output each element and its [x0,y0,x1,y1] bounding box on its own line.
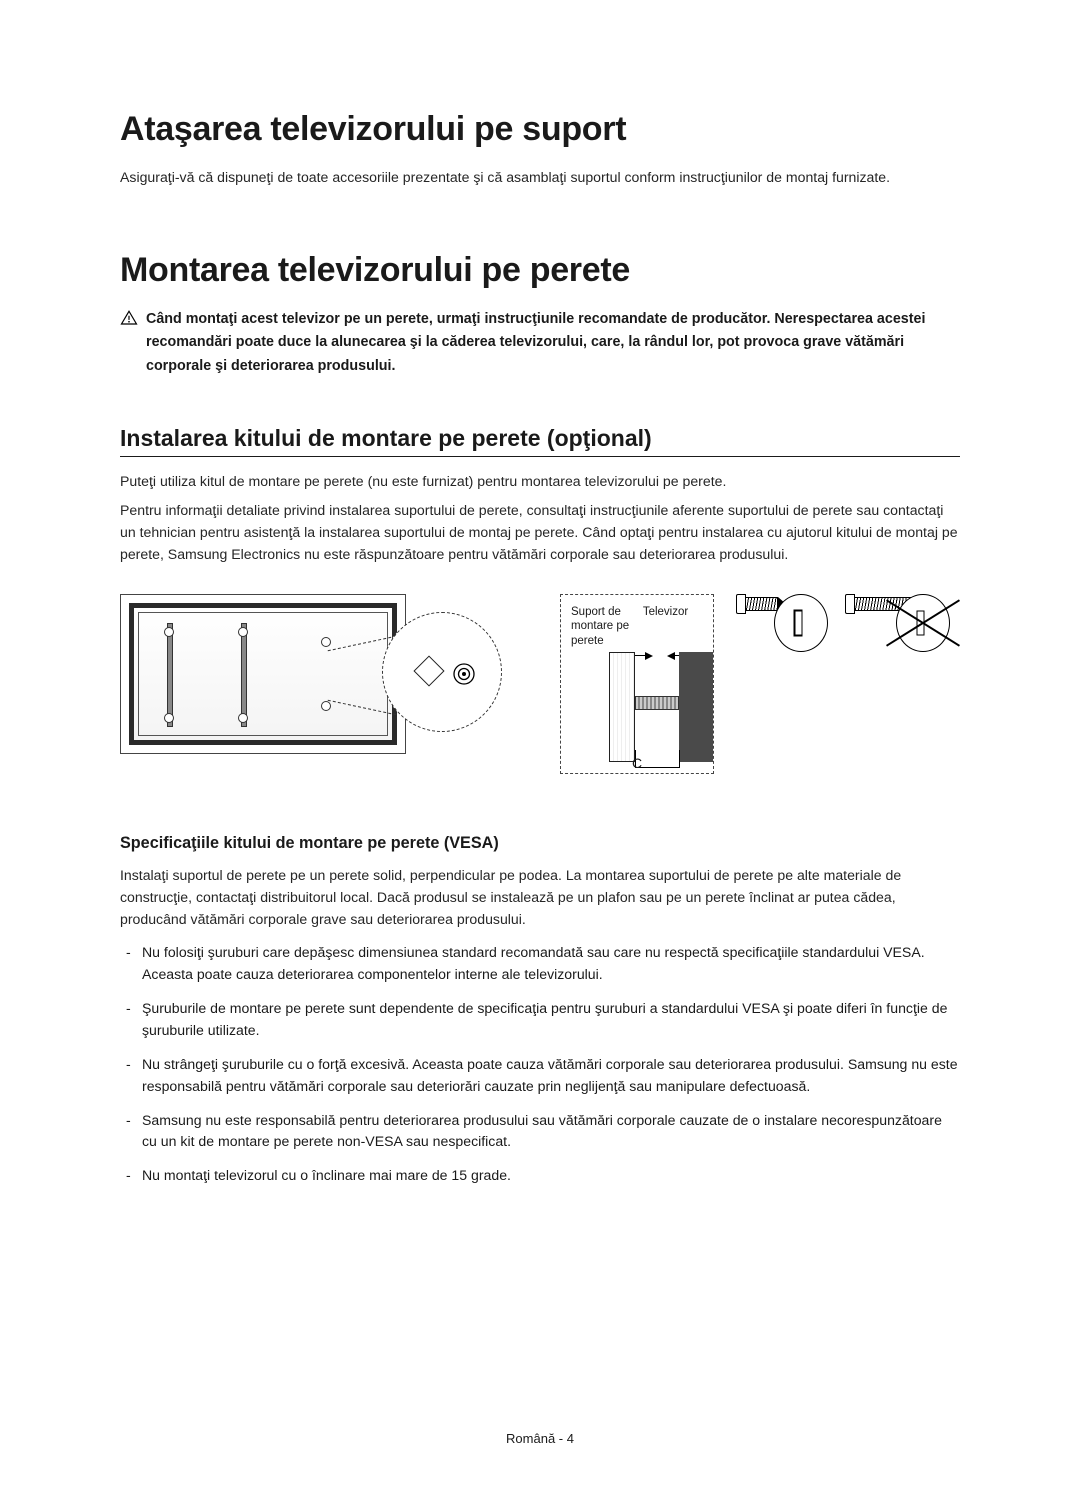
list-item: Nu folosiţi şuruburi care depăşesc dimen… [120,942,960,986]
list-item: Nu strângeţi şuruburile cu o forţă exces… [120,1054,960,1098]
warning-triangle-icon [120,309,138,327]
diagram-row: Suport de montare pe perete Televizor C [120,594,960,774]
section1-title: Ataşarea televizorului pe suport [120,110,960,149]
subsection-p1: Puteţi utiliza kitul de montare pe peret… [120,471,960,493]
vesa-intro: Instalaţi suportul de perete pe un peret… [120,865,960,931]
cross-section-diagram: Suport de montare pe perete Televizor C [560,594,714,774]
warning-text: Când montaţi acest televizor pe un peret… [146,308,960,379]
label-c: C [632,755,642,771]
subsection-p2: Pentru informaţii detaliate privind inst… [120,500,960,566]
vesa-bullet-list: Nu folosiţi şuruburi care depăşesc dimen… [120,942,960,1187]
label-tv: Televizor [643,605,703,648]
list-item: Şuruburile de montare pe perete sunt dep… [120,998,960,1042]
zoom-detail-icon [382,612,502,732]
screw-icon [442,656,478,692]
section1-body: Asiguraţi-vă că dispuneţi de toate acces… [120,167,960,189]
warning-block: Când montaţi acest televizor pe un peret… [120,308,960,379]
page-footer: Română - 4 [0,1431,1080,1446]
subsection-title: Instalarea kitului de montare pe perete … [120,425,960,457]
list-item: Nu montaţi televizorul cu o înclinare ma… [120,1165,960,1187]
vesa-title: Specificaţiile kitului de montare pe per… [120,834,960,853]
section2-title: Montarea televizorului pe perete [120,251,960,290]
list-item: Samsung nu este responsabilă pentru dete… [120,1110,960,1154]
label-bracket: Suport de montare pe perete [571,605,643,648]
screw-spec-diagram [736,594,960,676]
screw-ok-icon [774,594,828,652]
tv-back-diagram [120,594,406,754]
manual-page: Ataşarea televizorului pe suport Asigura… [0,0,1080,1494]
screw-not-ok-icon [896,594,950,652]
